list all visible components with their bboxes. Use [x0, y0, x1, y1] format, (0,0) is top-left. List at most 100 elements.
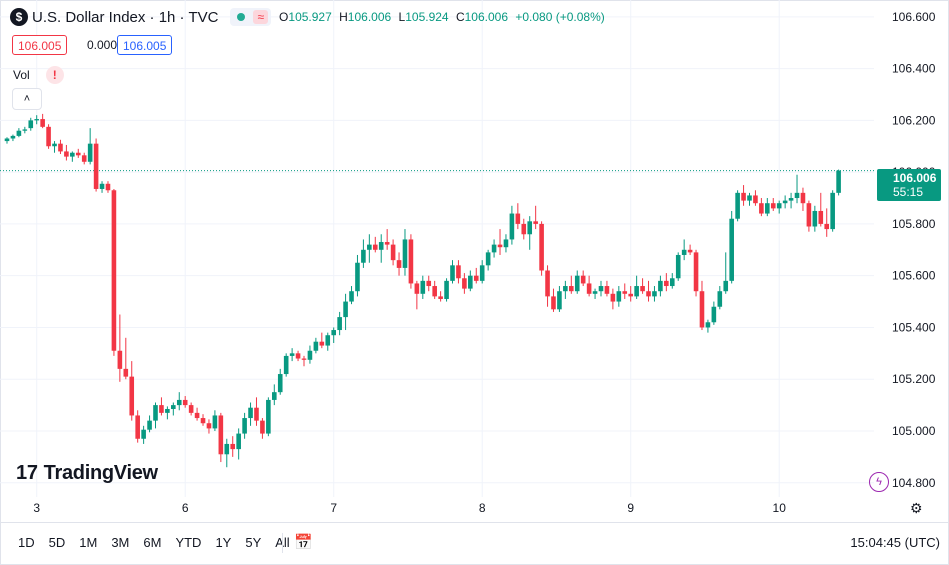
candle-up [527, 221, 533, 235]
candle-down [129, 376, 135, 416]
candle-down [188, 405, 194, 413]
candle-up [491, 244, 497, 253]
range-6m-button[interactable]: 6M [143, 535, 162, 550]
candlestick-chart[interactable]: 106.600106.400106.200106.000105.800105.6… [0, 0, 949, 522]
candle-up [367, 244, 372, 250]
range-1d-button[interactable]: 1D [18, 535, 35, 550]
candle-up [705, 322, 711, 328]
candle-up [52, 143, 57, 147]
range-3m-button[interactable]: 3M [111, 535, 130, 550]
candle-up [171, 405, 176, 409]
candle-up [283, 355, 289, 375]
candle-up [711, 306, 717, 323]
date-range-buttons: 1D 5D 1M 3M 6M YTD 1Y 5Y All [18, 535, 304, 550]
candle-down [580, 275, 586, 284]
candle-down [824, 223, 830, 230]
range-5y-button[interactable]: 5Y [245, 535, 262, 550]
candle-up [313, 341, 319, 351]
candle-down [93, 143, 99, 189]
candle-up [830, 192, 835, 230]
candle-down [770, 203, 776, 209]
sell-price-button[interactable]: 106.005 [12, 35, 68, 55]
lightning-icon[interactable]: ϟ [869, 472, 889, 492]
candle-up [272, 392, 277, 400]
candle-up [378, 242, 384, 250]
volume-label[interactable]: Vol [13, 68, 30, 82]
candle-down [194, 412, 200, 419]
price-tick-label: 104.800 [892, 476, 936, 490]
candle-down [81, 155, 87, 162]
range-1m-button[interactable]: 1M [79, 535, 98, 550]
candle-up [325, 335, 331, 346]
candle-up [509, 213, 515, 240]
candle-up [450, 265, 455, 281]
change-value: +0.080 (+0.08%) [515, 10, 605, 24]
tradingview-logo[interactable]: 17 TradingView [16, 462, 158, 485]
candle-down [551, 296, 556, 310]
candle-up [812, 210, 818, 227]
candle-down [545, 270, 550, 297]
gear-icon[interactable]: ⚙ [910, 500, 923, 516]
candle-down [515, 213, 521, 224]
range-1y-button[interactable]: 1Y [215, 535, 232, 550]
candle-up [717, 291, 723, 307]
candle-down [123, 368, 129, 377]
dollar-symbol-icon[interactable]: $ [10, 8, 28, 26]
candle-up [735, 192, 740, 219]
candle-down [462, 278, 467, 289]
candle-up [747, 195, 752, 201]
time-tick-label: 8 [479, 501, 486, 515]
candle-down [693, 252, 699, 292]
collapse-legend-button[interactable]: ˄ [12, 88, 42, 110]
symbol-title[interactable]: U.S. Dollar Index · 1h · TVC [32, 8, 219, 26]
tradingview-logo-text: TradingView [43, 462, 158, 484]
utc-clock[interactable]: 15:04:45 (UTC) [850, 535, 940, 550]
calendar-icon[interactable]: 📅 [294, 534, 313, 551]
price-tick-label: 106.400 [892, 62, 936, 76]
time-axis[interactable]: 3 6 7 8 9 10 [33, 501, 786, 515]
candle-up [28, 120, 34, 129]
candle-up [782, 200, 788, 204]
candle-down [396, 260, 402, 268]
market-open-dot-icon [237, 13, 246, 21]
candle-up [242, 418, 247, 434]
range-5d-button[interactable]: 5D [48, 535, 66, 550]
candle-down [390, 244, 396, 261]
candle-down [260, 420, 265, 434]
candle-up [224, 443, 230, 455]
candle-down [105, 183, 111, 191]
low-label: L [398, 10, 406, 24]
toolbar-divider [282, 533, 283, 553]
candle-down [58, 143, 63, 152]
buy-price-button[interactable]: 106.005 [117, 35, 173, 55]
candle-down [40, 119, 45, 127]
candle-up [343, 301, 348, 318]
candles [4, 113, 841, 468]
candle-down [569, 286, 574, 292]
candle-up [574, 275, 580, 292]
candle-up [723, 280, 729, 292]
candle-up [765, 203, 770, 214]
range-ytd-button[interactable]: YTD [175, 535, 202, 550]
candle-up [87, 143, 93, 162]
candle-up [266, 399, 271, 434]
time-tick-label: 3 [33, 501, 40, 515]
warning-icon[interactable]: ! [45, 66, 64, 84]
candle-up [212, 415, 218, 429]
open-label: O [279, 10, 289, 24]
low-value: 105.924 [405, 10, 449, 24]
time-tick-label: 10 [773, 501, 787, 515]
time-tick-label: 7 [330, 501, 337, 515]
price-axis[interactable]: 106.600106.400106.200106.000105.800105.6… [892, 10, 936, 490]
candle-up [248, 407, 253, 419]
data-delay-icon: ≈ [253, 10, 269, 24]
current-price: 106.006 [893, 171, 937, 185]
market-status-pill[interactable]: ≈ [230, 8, 272, 26]
current-price-label: 106.006 55:15 [877, 169, 941, 201]
candle-down [456, 265, 461, 279]
candle-down [753, 195, 758, 204]
bottom-toolbar: 1D 5D 1M 3M 6M YTD 1Y 5Y All 📅 15:04:45 … [0, 522, 949, 564]
candle-down [640, 286, 645, 292]
candle-down [699, 291, 705, 328]
candle-up [147, 420, 152, 430]
